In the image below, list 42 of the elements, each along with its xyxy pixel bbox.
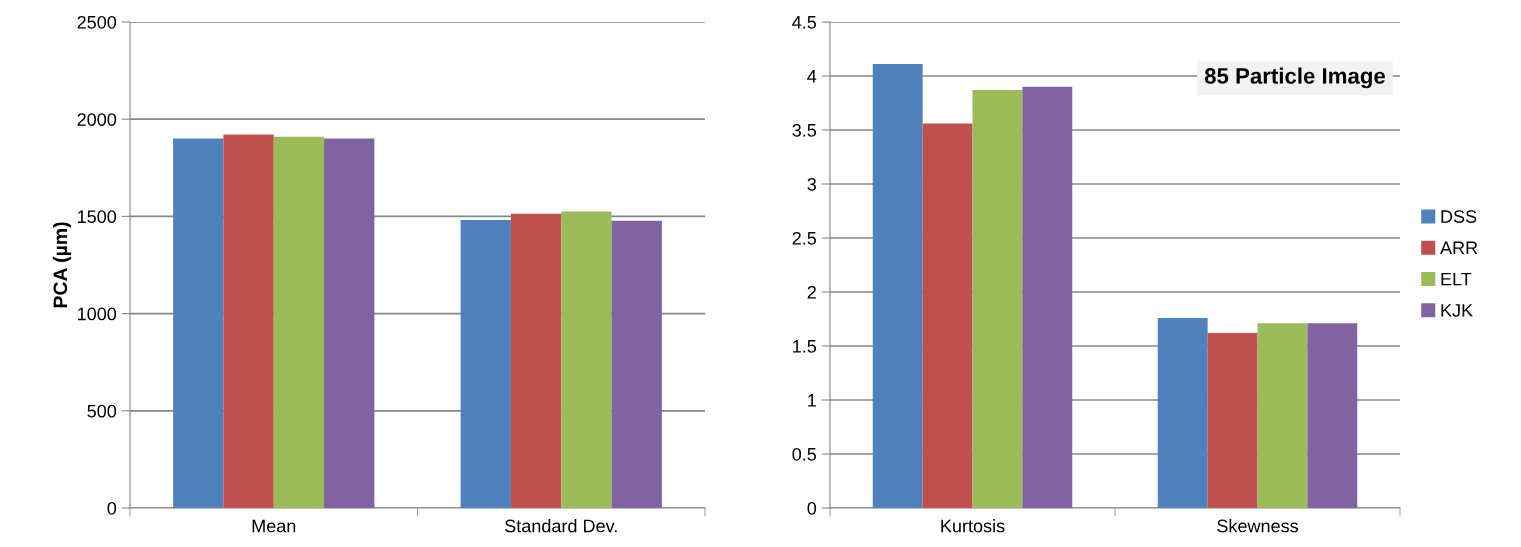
y-tick-label: 0.5 [792,447,817,461]
bar [1257,323,1308,508]
bar [922,123,973,508]
bar [273,136,325,508]
x-tick-label: Kurtosis [941,519,1005,533]
y-tick-label: 4 [807,70,817,83]
y-tick-label: 2 [807,285,816,299]
legend-label: DSS [1441,210,1477,223]
y-tick-label: 3 [807,177,817,191]
y-tick-label: 1500 [78,210,117,224]
y-tick-label: 1 [808,394,816,407]
y-tick-label: 0 [107,501,117,515]
y-tick-label: 0 [807,501,817,515]
y-tick-label: 3.5 [792,123,817,137]
y-axis-title: PCA (µm) [52,222,72,308]
bar [1207,333,1258,508]
y-tick-label: 2500 [77,15,117,29]
bar [1157,317,1208,508]
y-tick-label: 2000 [77,113,117,126]
annotation: 85 Particle Image [1204,67,1385,89]
x-tick-label: Standard Dev. [505,519,617,533]
bar [561,211,612,508]
bar [223,134,274,508]
bar [173,138,224,508]
bar [510,213,562,508]
y-tick-label: 2.5 [792,231,817,245]
x-tick-label: Skewness [1217,519,1298,533]
bar [1022,86,1073,508]
bar [324,138,375,508]
legend-label: ARR [1440,241,1478,255]
y-tick-label: 4.5 [792,16,817,29]
legend-label: ELT [1441,272,1472,286]
y-tick-label: 1.5 [793,340,817,353]
legend-label: KJK [1441,304,1473,317]
bar [872,64,923,508]
bar [611,220,662,508]
bar [972,90,1023,508]
x-tick-label: Mean [252,519,296,533]
bar [1307,323,1358,508]
y-tick-label: 1000 [78,307,117,321]
y-tick-label: 500 [87,404,117,418]
bar [460,219,511,508]
